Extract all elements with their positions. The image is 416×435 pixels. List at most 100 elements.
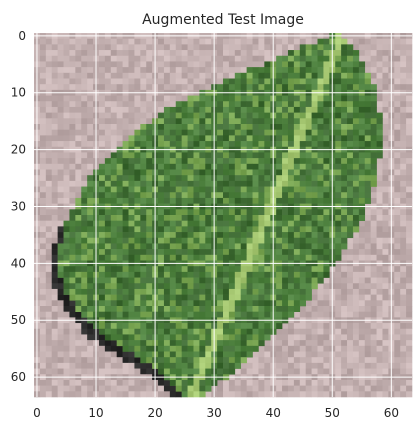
background-pixel: [51, 220, 58, 227]
background-pixel: [370, 44, 377, 51]
leaf-pixel: [128, 249, 135, 256]
leaf-pixel: [140, 192, 147, 199]
leaf-pixel: [187, 351, 194, 358]
background-pixel: [199, 44, 206, 51]
leaf-pixel: [258, 135, 265, 142]
background-pixel: [140, 385, 147, 392]
leaf-pixel: [293, 288, 301, 295]
leaf-pixel: [81, 306, 88, 312]
leaf-pixel: [317, 106, 324, 113]
background-pixel: [400, 323, 407, 330]
leaf-pixel: [175, 106, 182, 113]
leaf-pixel: [347, 106, 354, 113]
leaf-pixel: [146, 175, 153, 182]
background-pixel: [323, 391, 330, 398]
leaf-pixel: [223, 152, 230, 159]
background-pixel: [370, 226, 377, 233]
leaf-pixel: [311, 61, 318, 68]
background-pixel: [406, 379, 413, 386]
background-pixel: [87, 368, 94, 375]
leaf-pixel: [116, 158, 123, 165]
background-pixel: [376, 288, 383, 295]
leaf-pixel: [234, 101, 242, 108]
background-pixel: [341, 254, 348, 261]
leaf-pixel: [69, 209, 76, 216]
background-pixel: [323, 283, 330, 290]
background-pixel: [394, 158, 401, 165]
leaf-pixel: [187, 192, 194, 199]
leaf-pixel: [264, 288, 271, 295]
leaf-pixel: [258, 197, 265, 204]
background-pixel: [287, 323, 295, 330]
leaf-pixel: [258, 220, 265, 227]
leaf-pixel: [299, 215, 306, 221]
background-pixel: [305, 345, 312, 352]
leaf-pixel: [134, 237, 141, 244]
background-pixel: [45, 84, 53, 91]
background-pixel: [382, 186, 389, 193]
background-pixel: [287, 38, 295, 45]
background-pixel: [140, 112, 147, 119]
leaf-pixel: [205, 158, 212, 165]
background-pixel: [305, 385, 312, 392]
leaf-pixel: [341, 72, 348, 79]
background-pixel: [98, 84, 106, 91]
background-pixel: [69, 180, 76, 187]
background-pixel: [299, 351, 306, 358]
background-pixel: [323, 340, 330, 347]
background-pixel: [352, 249, 360, 256]
leaf-pixel: [299, 61, 306, 68]
background-pixel: [128, 67, 135, 74]
shadow-pixel: [63, 300, 70, 307]
leaf-pixel: [75, 254, 82, 261]
background-pixel: [406, 385, 413, 392]
background-pixel: [317, 323, 324, 330]
leaf-pixel: [175, 197, 182, 204]
leaf-pixel: [87, 271, 94, 278]
background-pixel: [205, 391, 212, 398]
background-pixel: [116, 362, 123, 369]
background-pixel: [323, 300, 330, 307]
background-pixel: [51, 169, 58, 176]
background-pixel: [394, 362, 401, 369]
leaf-pixel: [110, 237, 117, 244]
leaf-pixel: [240, 197, 247, 204]
leaf-pixel: [311, 175, 318, 182]
leaf-pixel: [128, 163, 135, 170]
leaf-pixel: [264, 129, 271, 136]
leaf-pixel: [264, 254, 271, 261]
background-pixel: [57, 50, 64, 57]
background-pixel: [75, 180, 82, 187]
background-pixel: [406, 220, 413, 227]
background-pixel: [45, 169, 53, 176]
background-pixel: [98, 152, 106, 159]
leaf-pixel: [217, 95, 224, 102]
leaf-pixel: [199, 226, 206, 233]
background-pixel: [45, 95, 53, 102]
leaf-pixel: [358, 158, 366, 165]
leaf-pixel: [187, 283, 194, 290]
background-pixel: [370, 277, 377, 284]
background-pixel: [305, 368, 312, 375]
background-pixel: [382, 197, 389, 204]
background-pixel: [39, 323, 47, 330]
leaf-pixel: [146, 340, 153, 347]
leaf-pixel: [228, 237, 236, 244]
leaf-pixel: [323, 78, 330, 85]
background-pixel: [382, 340, 389, 347]
leaf-pixel: [364, 152, 371, 159]
leaf-pixel: [258, 158, 265, 165]
background-pixel: [406, 368, 413, 375]
leaf-pixel: [276, 232, 283, 239]
leaf-pixel: [299, 271, 306, 278]
leaf-pixel: [217, 186, 224, 193]
background-pixel: [63, 334, 70, 341]
leaf-pixel: [169, 112, 177, 119]
background-pixel: [51, 351, 58, 358]
leaf-pixel: [193, 135, 200, 142]
leaf-pixel: [140, 129, 147, 136]
shadow-pixel: [163, 385, 171, 392]
background-pixel: [317, 311, 324, 318]
leaf-pixel: [252, 129, 259, 136]
leaf-pixel: [122, 209, 129, 216]
